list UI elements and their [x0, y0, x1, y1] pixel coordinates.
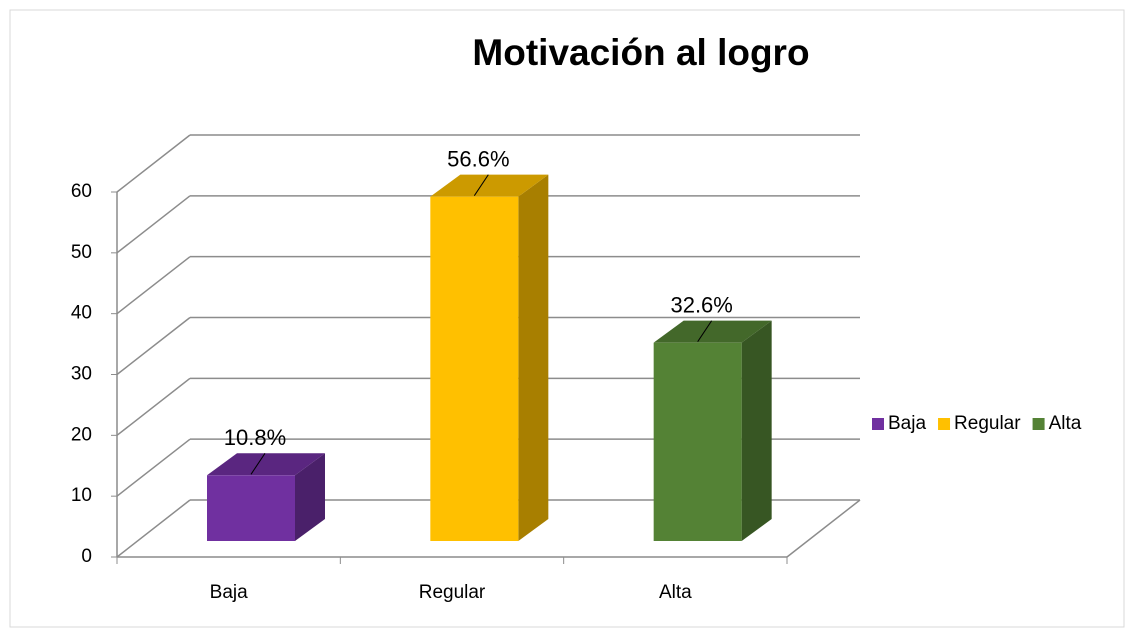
leader-line	[697, 320, 713, 342]
legend-swatch	[938, 418, 951, 430]
bar-top	[430, 174, 549, 197]
y-tick-label: 20	[71, 424, 92, 445]
grid-line	[116, 499, 191, 558]
data-label: 10.8%	[224, 425, 286, 450]
leader-line	[250, 453, 266, 475]
bar-top	[653, 320, 772, 343]
bar	[653, 342, 742, 541]
y-tick-label: 40	[71, 303, 92, 324]
bar-side	[741, 320, 772, 541]
leader-line	[473, 174, 489, 196]
chart-border	[9, 9, 1125, 628]
grid-line	[116, 438, 191, 497]
data-label: 32.6%	[670, 292, 732, 317]
floor-edge	[786, 499, 861, 558]
legend-swatch	[1032, 418, 1045, 430]
y-tick-label: 50	[71, 242, 92, 263]
grid-line	[116, 195, 191, 254]
grid-line	[116, 377, 191, 436]
y-tick-label: 10	[71, 485, 92, 506]
legend-label: Baja	[888, 413, 926, 434]
legend-label: Alta	[1049, 413, 1082, 434]
bar-side	[295, 453, 325, 541]
bar	[430, 196, 519, 541]
y-tick-label: 60	[71, 181, 92, 202]
chart-title: Motivación al logro	[472, 32, 809, 73]
legend-label: Regular	[954, 413, 1021, 434]
legend-swatch	[872, 418, 884, 430]
y-tick-label: 0	[81, 546, 92, 567]
bar-top	[207, 453, 325, 476]
x-tick-label: Baja	[210, 582, 248, 603]
data-label: 56.6%	[447, 146, 509, 171]
grid-line	[116, 256, 191, 315]
bar	[207, 475, 295, 541]
x-tick-label: Regular	[419, 582, 486, 603]
grid-line	[116, 134, 191, 193]
grid-line	[116, 316, 191, 376]
y-tick-label: 30	[71, 364, 92, 385]
bar-side	[518, 174, 549, 541]
x-tick-label: Alta	[659, 582, 692, 603]
